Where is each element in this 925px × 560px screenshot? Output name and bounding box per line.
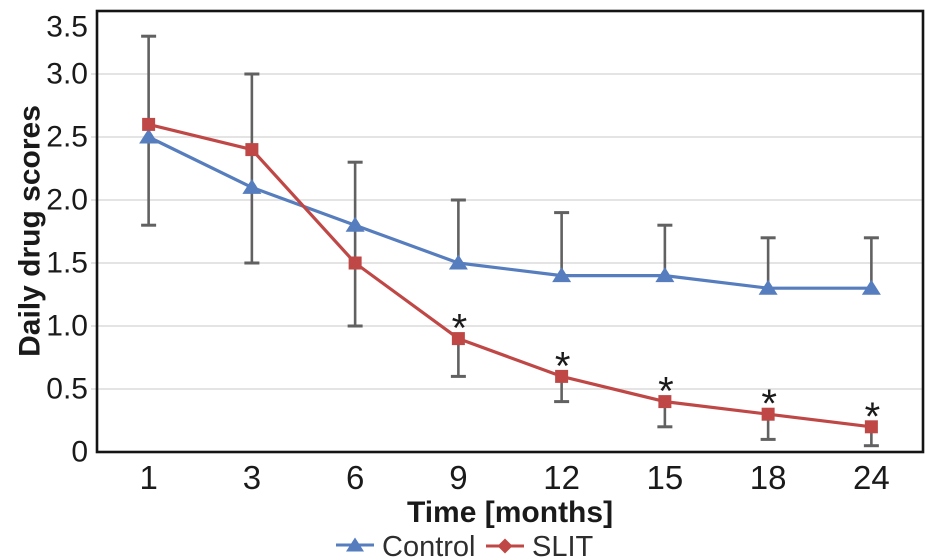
plot-frame-layer [95, 9, 925, 454]
control-marker [861, 279, 881, 295]
control-marker [552, 267, 572, 283]
y-axis-title: Daily drug scores [14, 105, 47, 357]
plot-frame [95, 9, 925, 454]
y-tick-label: 1.5 [46, 247, 88, 280]
significance-asterisk: * [865, 395, 881, 439]
slit-marker [348, 256, 362, 270]
y-tick-label: 2.5 [46, 121, 88, 154]
gridlines-layer [91, 73, 923, 390]
significance-asterisk: * [658, 370, 674, 414]
x-tick-label: 6 [346, 459, 364, 496]
significance-asterisk: * [452, 307, 468, 351]
control-marker [242, 178, 262, 194]
slit-marker [658, 395, 672, 409]
x-axis-title: Time [months] [407, 496, 613, 529]
x-tick-label: 24 [853, 459, 890, 496]
y-tick-label: 1.0 [46, 310, 88, 343]
tick-labels-layer: 3.5 3.0 2.5 2.0 1.5 1.0 0.5 0 1 3 6 9 12 15 18 24 [46, 11, 889, 497]
y-tick-label: 0.5 [46, 373, 88, 406]
y-tick-label: 0 [71, 436, 88, 469]
slit-marker [761, 407, 775, 421]
x-tick-label: 9 [449, 459, 467, 496]
control-legend-triangle-icon [346, 537, 364, 552]
legend: Control SLIT [336, 531, 594, 560]
control-marker [448, 254, 468, 270]
x-tick-label: 12 [543, 459, 580, 496]
control-marker [139, 128, 159, 144]
slit-marker [451, 332, 465, 346]
control-line [147, 135, 872, 290]
legend-item-slit: SLIT [486, 531, 594, 560]
significance-asterisk: * [555, 344, 571, 388]
control-marker [345, 216, 365, 232]
x-tick-label: 3 [243, 459, 261, 496]
legend-label-control: Control [382, 531, 476, 560]
control-marker [758, 279, 778, 295]
y-tick-label: 2.0 [46, 184, 88, 217]
slit-marker [864, 420, 878, 434]
legend-item-control: Control [336, 531, 476, 560]
slit-marker [555, 369, 569, 383]
slit-line [148, 122, 872, 429]
y-tick-label: 3.5 [46, 11, 88, 44]
legend-label-slit: SLIT [532, 531, 594, 560]
slit-marker [245, 143, 259, 157]
y-tick-label: 3.0 [46, 58, 88, 91]
series-layer [139, 117, 881, 434]
x-tick-label: 1 [139, 459, 157, 496]
x-tick-label: 15 [647, 459, 684, 496]
x-tick-label: 18 [750, 459, 787, 496]
significance-layer: * * * * * [452, 307, 881, 439]
slit-legend-diamond-icon [497, 538, 513, 554]
control-marker [655, 267, 675, 283]
slit-marker [142, 117, 156, 131]
significance-asterisk: * [761, 382, 777, 426]
